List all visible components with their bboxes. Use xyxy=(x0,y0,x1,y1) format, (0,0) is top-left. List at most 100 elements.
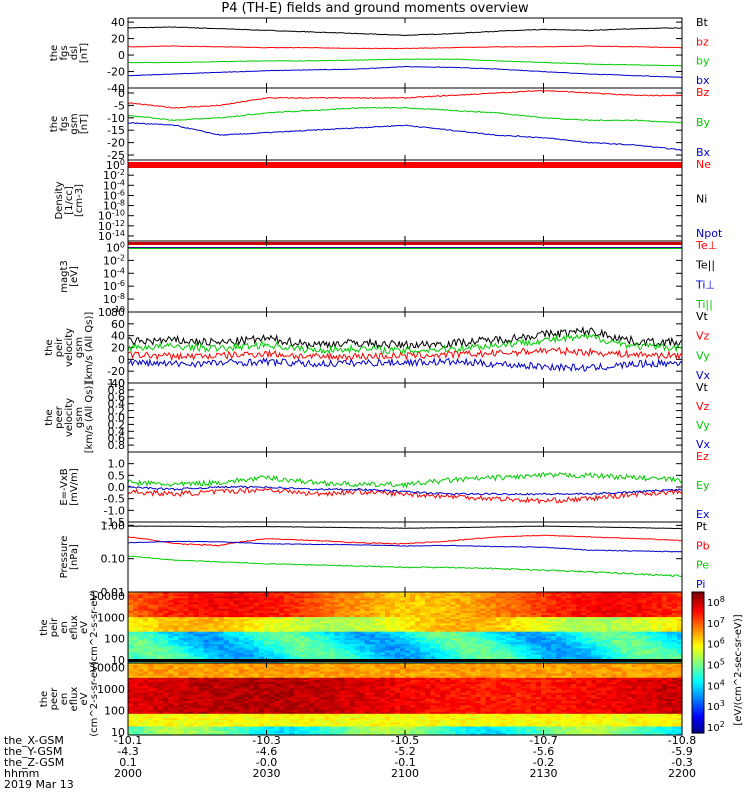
spectrogram-cell xyxy=(148,696,154,700)
spectrogram-cell xyxy=(213,623,220,626)
spectrogram-cell xyxy=(198,600,205,604)
spectrogram-cell xyxy=(223,669,230,673)
spectrogram-cell xyxy=(410,656,416,660)
spectrogram-cell xyxy=(248,646,255,649)
spectrogram-cell xyxy=(440,656,446,660)
spectrogram-cell xyxy=(621,619,628,622)
spectrogram-cell xyxy=(138,660,144,664)
spectrogram-cell xyxy=(379,627,386,631)
y-tick-label: 10-4 xyxy=(103,178,125,192)
spectrogram-cell xyxy=(238,644,245,647)
spectrogram-cell xyxy=(128,627,134,631)
spectrogram-cell xyxy=(576,629,582,633)
spectrogram-cell xyxy=(198,592,205,595)
spectrogram-cell xyxy=(213,669,220,673)
spectrogram-cell xyxy=(394,640,401,643)
spectrogram-cell xyxy=(218,637,225,641)
spectrogram-cell xyxy=(178,694,184,698)
spectrogram-cell xyxy=(238,606,245,610)
spectrogram-cell xyxy=(551,621,557,624)
spectrogram-cell xyxy=(535,606,542,610)
spectrogram-cell xyxy=(258,629,265,633)
spectrogram-cell xyxy=(651,615,658,618)
spectrogram-cell xyxy=(576,592,582,595)
spectrogram-cell xyxy=(379,617,386,620)
spectrogram-cell xyxy=(309,633,315,637)
spectrogram-cell xyxy=(133,606,139,610)
spectrogram-cell xyxy=(364,598,371,601)
spectrogram-cell xyxy=(294,598,300,601)
spectrogram-cell xyxy=(556,594,562,597)
spectrogram-cell xyxy=(415,629,421,633)
spectrogram-cell xyxy=(193,728,200,732)
spectrogram-cell xyxy=(314,627,320,631)
spectrogram-cell xyxy=(314,644,320,647)
spectrogram-cell xyxy=(238,635,245,639)
spectrogram-cell xyxy=(384,606,391,610)
spectrogram-cell xyxy=(576,606,582,610)
spectrogram-cell xyxy=(626,615,633,618)
spectrogram-cell xyxy=(208,596,215,599)
y-tick-label: 0.6 xyxy=(108,432,126,445)
spectrogram-cell xyxy=(319,635,325,639)
spectrogram-cell xyxy=(410,594,416,597)
spectrogram-cell xyxy=(233,715,240,719)
spectrogram-cell xyxy=(153,635,159,639)
spectrogram-cell xyxy=(400,596,406,599)
y-axis-label: the xyxy=(49,45,60,61)
spectrogram-cell xyxy=(289,592,295,595)
spectrogram-cell xyxy=(611,637,618,641)
spectrogram-cell xyxy=(193,635,200,639)
spectrogram-cell xyxy=(143,617,149,620)
spectrogram-cell xyxy=(188,596,194,599)
spectrogram-cell xyxy=(269,644,275,647)
spectrogram-cell xyxy=(128,720,134,723)
spectrogram-cell xyxy=(158,677,164,681)
spectrogram-cell xyxy=(258,705,265,709)
spectrogram-cell xyxy=(445,652,451,656)
spectrogram-cell xyxy=(128,635,134,639)
spectrogram-cell xyxy=(133,701,139,704)
spectrogram-cell xyxy=(238,592,245,595)
spectrogram-cell xyxy=(304,606,310,610)
spectrogram-cell xyxy=(269,690,275,694)
spectrogram-cell xyxy=(233,730,240,734)
spectrogram-cell xyxy=(520,621,527,624)
spectrogram-cell xyxy=(495,615,502,618)
spectrogram-cell xyxy=(410,642,416,645)
spectrogram-cell xyxy=(586,627,592,631)
spectrogram-cell xyxy=(284,592,290,595)
spectrogram-cell xyxy=(258,606,265,610)
spectrogram-cell xyxy=(128,692,134,696)
spectrogram-cell xyxy=(354,596,361,599)
spectrogram-cell xyxy=(173,677,179,681)
spectrogram-cell xyxy=(264,623,270,626)
spectrogram-cell xyxy=(400,600,406,604)
spectrogram-cell xyxy=(535,635,542,639)
spectrogram-cell xyxy=(173,665,179,668)
spectrogram-cell xyxy=(153,627,159,631)
spectrogram-cell xyxy=(561,594,567,597)
spectrogram-cell xyxy=(455,600,461,604)
spectrogram-cell xyxy=(374,596,381,599)
spectrogram-cell xyxy=(641,654,648,658)
spectrogram-cell xyxy=(405,627,411,631)
spectrogram-cell xyxy=(405,640,411,643)
spectrogram-cell xyxy=(344,619,351,622)
spectrogram-cell xyxy=(606,642,613,645)
spectrogram-cell xyxy=(324,650,330,654)
spectrogram-cell xyxy=(546,592,552,595)
spectrogram-cell xyxy=(198,610,205,614)
spectrogram-cell xyxy=(143,594,149,597)
spectrogram-cell xyxy=(188,642,194,645)
spectrogram-cell xyxy=(163,652,169,656)
spectrogram-cell xyxy=(168,679,174,683)
spectrogram-cell xyxy=(354,617,361,620)
spectrogram-cell xyxy=(425,625,431,629)
spectrogram-cell xyxy=(500,650,507,654)
spectrogram-cell xyxy=(576,635,582,639)
spectrogram-cell xyxy=(163,686,169,689)
spectrogram-cell xyxy=(626,644,633,647)
spectrogram-cell xyxy=(309,596,315,599)
y-tick-label: 10000 xyxy=(90,661,125,674)
